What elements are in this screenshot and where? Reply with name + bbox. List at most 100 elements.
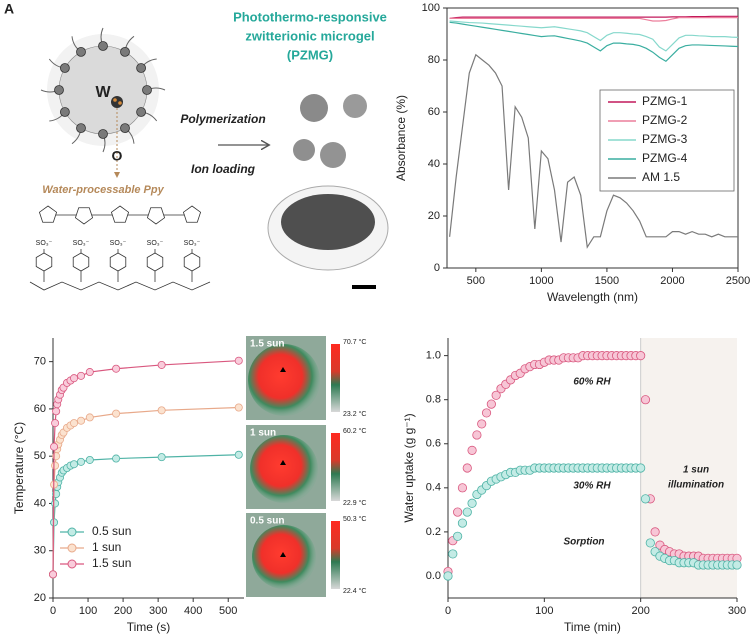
colorbar-max: 60.2 °C <box>343 427 366 435</box>
pyrrole-ring <box>182 205 202 223</box>
point <box>636 463 646 473</box>
y-tick-label: 80 <box>428 54 440 66</box>
colorbar-min: 22.4 °C <box>343 587 366 595</box>
chemical-structure: SO₃⁻ SO₃⁻ SO₃⁻ SO₃⁻ SO₃⁻ <box>29 205 211 291</box>
y-tick-label: 100 <box>422 2 440 14</box>
colorbar-max: 70.7 °C <box>343 338 366 346</box>
probe-marker <box>280 367 286 372</box>
series-line <box>52 454 239 575</box>
axes <box>447 338 737 599</box>
y-tick-label: 20 <box>428 210 440 222</box>
series-line <box>52 406 239 575</box>
x-tick-label: 2500 <box>726 275 750 287</box>
legend-label: 1.5 sun <box>92 556 131 570</box>
point <box>85 368 94 377</box>
x-tick-label: 100 <box>79 605 97 617</box>
x-tick-label: 0 <box>445 605 451 617</box>
x-tick-label: 400 <box>184 605 202 617</box>
ppy-dot <box>118 101 122 105</box>
point <box>472 430 482 440</box>
surfactant-head <box>136 63 147 73</box>
benzene-ring <box>72 252 90 272</box>
annotation: illumination <box>668 480 724 491</box>
colorbar-max: 50.3 °C <box>343 515 366 523</box>
x-tick-label: 500 <box>219 605 237 617</box>
surfactant-head <box>98 41 108 51</box>
point <box>70 460 79 469</box>
microgel-photo <box>343 94 367 118</box>
point <box>650 527 660 537</box>
x-tick-label: 1500 <box>595 275 619 287</box>
legend-label: 0.5 sun <box>92 524 131 538</box>
surfactant-head <box>98 129 108 139</box>
point <box>443 571 453 581</box>
y-axis-title: Temperature (°C) <box>12 422 26 514</box>
surfactant-head <box>136 107 147 117</box>
surfactant-head <box>76 123 86 134</box>
point <box>486 399 496 409</box>
x-tick-label: 2000 <box>660 275 684 287</box>
point <box>448 549 458 559</box>
x-tick-label: 1000 <box>529 275 553 287</box>
point <box>52 407 61 416</box>
annotation: 1 sun <box>683 465 709 476</box>
surfactant-head <box>59 107 70 117</box>
panel-label: A <box>4 1 14 17</box>
group-label: SO₃⁻ <box>36 240 53 247</box>
x-tick-label: 300 <box>149 605 167 617</box>
product-title: Photothermo-responsive <box>233 9 387 24</box>
colorbar <box>331 433 340 501</box>
axes <box>446 7 739 269</box>
x-axis-title: Time (min) <box>564 620 621 634</box>
probe-marker <box>280 460 286 465</box>
surfactant-head <box>76 46 86 57</box>
y-tick-label: 60 <box>428 106 440 118</box>
step-label: Polymerization <box>180 112 265 126</box>
surfactant-head <box>120 46 130 57</box>
point <box>234 450 243 459</box>
point <box>49 570 58 579</box>
colorbar <box>331 521 340 589</box>
point <box>453 507 463 517</box>
point <box>640 395 651 405</box>
y-tick-label: 0 <box>434 262 440 274</box>
point <box>645 538 655 548</box>
series-line <box>52 360 239 575</box>
point <box>467 445 477 455</box>
point <box>112 454 121 463</box>
y-tick-label: 0.6 <box>426 438 441 450</box>
legend-marker <box>67 527 77 537</box>
point <box>477 419 487 429</box>
surfactant-beads <box>40 27 166 153</box>
backbone <box>29 281 211 291</box>
point <box>453 531 463 541</box>
legend-label: 1 sun <box>92 540 121 554</box>
y-tick-label: 40 <box>428 158 440 170</box>
point <box>481 408 492 418</box>
pyrrole-ring <box>38 205 58 223</box>
series-line <box>449 20 739 52</box>
scale-bar <box>352 285 376 289</box>
y-tick-label: 0.2 <box>426 526 441 538</box>
point <box>462 507 472 517</box>
series-label: 60% RH <box>573 377 611 388</box>
point <box>467 498 477 508</box>
series-line <box>449 53 738 249</box>
point <box>157 453 166 462</box>
core-label: W <box>95 84 111 101</box>
x-tick-label: 200 <box>114 605 132 617</box>
y-tick-label: 30 <box>34 545 46 557</box>
legend-label: PZMG-3 <box>642 132 688 146</box>
colorbar-min: 22.9 °C <box>343 499 366 507</box>
thermal-label: 1.5 sun <box>250 339 284 350</box>
hot-spot <box>248 344 320 416</box>
y-tick-label: 60 <box>34 403 46 415</box>
x-tick-label: 0 <box>50 605 56 617</box>
probe-marker <box>280 552 286 557</box>
surfactant-head <box>54 85 64 95</box>
surfactant-head <box>120 123 130 134</box>
thermal-label: 0.5 sun <box>250 516 284 527</box>
y-tick-label: 50 <box>34 450 46 462</box>
legend-label: PZMG-2 <box>642 113 688 127</box>
